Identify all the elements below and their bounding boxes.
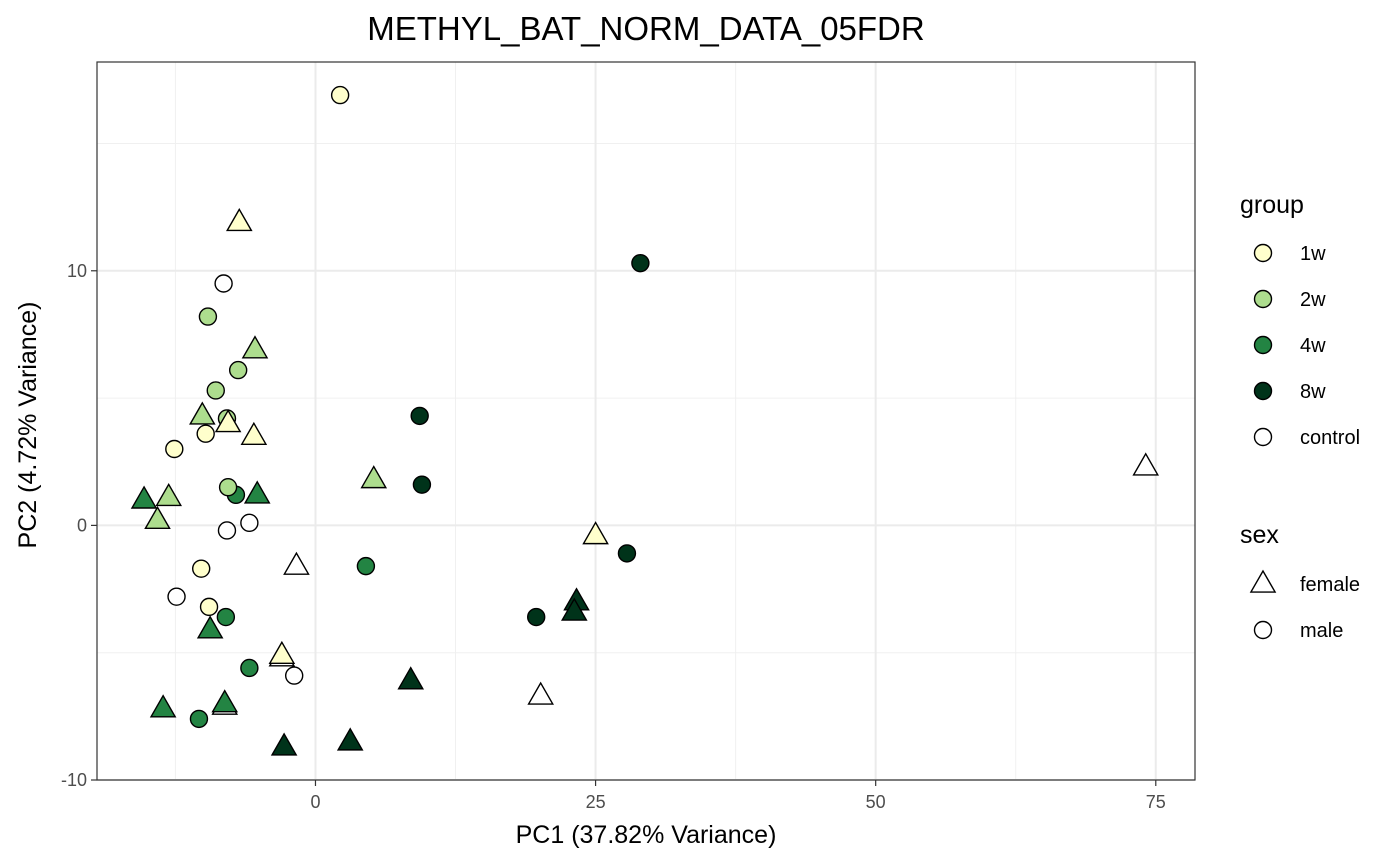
legend-key-male — [1253, 620, 1273, 640]
data-point-4w-female — [211, 689, 239, 713]
data-point-control-male — [217, 521, 237, 540]
plot-border — [96, 61, 1196, 781]
x-tick-label: 50 — [866, 792, 886, 812]
data-point-control-male — [240, 513, 259, 533]
data-point-8w-female — [336, 727, 364, 751]
group-legend-title: group — [1240, 191, 1304, 219]
legend-key-8w — [1253, 381, 1273, 401]
data-point-4w-female — [196, 615, 224, 639]
data-point-2w-male — [206, 381, 225, 400]
data-point-control-male — [284, 666, 304, 685]
data-point-control-female — [1132, 452, 1160, 476]
data-point-8w-female — [270, 732, 298, 756]
x-axis-ticks: 0 25 50 75 — [310, 780, 1166, 812]
data-point-2w-male — [198, 307, 218, 326]
data-point-1w-female — [214, 409, 242, 433]
plot-area — [96, 61, 1196, 781]
legend-key-4w — [1253, 335, 1273, 355]
data-point-8w-male — [412, 475, 432, 494]
data-point-1w-male — [196, 424, 215, 443]
data-point-control-female — [527, 681, 554, 705]
data-point-8w-male — [527, 607, 546, 627]
sex-legend-title: sex — [1240, 521, 1279, 549]
legend-label-4w: 4w — [1300, 335, 1326, 357]
data-point-4w-male — [189, 709, 209, 729]
x-axis-title: PC1 (37.82% Variance) — [516, 821, 777, 849]
group-legend: group 1w 2w 4w 8w control — [1240, 191, 1360, 449]
x-tick-label: 75 — [1146, 792, 1166, 812]
data-point-1w-female — [268, 640, 296, 665]
data-point-4w-female — [149, 694, 177, 718]
legend-label-control: control — [1300, 427, 1360, 449]
data-point-2w-female — [360, 465, 388, 489]
legend-key-control — [1253, 427, 1273, 447]
data-point-8w-female — [560, 597, 588, 621]
data-point-1w-male — [330, 85, 350, 105]
data-point-1w-male — [199, 597, 219, 617]
x-tick-label: 0 — [310, 792, 320, 812]
data-point-2w-male — [218, 477, 238, 497]
data-point-4w-male — [240, 658, 259, 678]
sex-legend: sex female male — [1240, 521, 1360, 642]
data-point-4w-male — [356, 556, 376, 576]
data-point-8w-male — [410, 406, 429, 426]
legend-key-female — [1249, 569, 1277, 593]
legend-label-female: female — [1300, 574, 1360, 596]
y-axis-title: PC2 (4.72% Variance) — [14, 302, 42, 549]
data-point-1w-female — [582, 521, 609, 545]
legend-label-2w: 2w — [1300, 289, 1326, 311]
data-point-2w-female — [155, 482, 183, 507]
data-point-8w-male — [631, 253, 650, 273]
data-point-control-male — [214, 274, 233, 293]
legend-label-male: male — [1300, 620, 1343, 642]
data-point-1w-female — [225, 207, 253, 232]
data-point-1w-male — [191, 559, 211, 578]
data-point-8w-male — [617, 544, 637, 563]
data-point-2w-male — [228, 360, 248, 380]
y-tick-label: 0 — [77, 515, 87, 535]
plot-panel — [97, 62, 1195, 780]
data-point-4w-female — [243, 480, 271, 504]
data-point-control-male — [167, 587, 186, 606]
data-point-2w-female — [189, 401, 216, 425]
legend-key-1w — [1253, 243, 1273, 263]
data-points — [130, 85, 1160, 756]
data-point-4w-male — [216, 607, 236, 627]
legend-label-1w: 1w — [1300, 243, 1326, 265]
data-point-8w-female — [397, 666, 425, 690]
data-point-4w-female — [130, 485, 158, 509]
data-point-control-female — [283, 551, 310, 575]
y-tick-label: 10 — [67, 261, 87, 281]
y-tick-label: -10 — [61, 770, 87, 790]
data-point-2w-female — [144, 505, 171, 530]
data-point-1w-female — [240, 421, 268, 446]
y-axis-ticks: -10 0 10 — [61, 261, 97, 790]
chart-title: METHYL_BAT_NORM_DATA_05FDR — [367, 10, 924, 47]
data-point-2w-female — [241, 335, 269, 359]
legend-label-8w: 8w — [1300, 381, 1326, 403]
legend-key-2w — [1253, 289, 1273, 309]
data-point-1w-male — [165, 439, 184, 459]
x-tick-label: 25 — [586, 792, 606, 812]
